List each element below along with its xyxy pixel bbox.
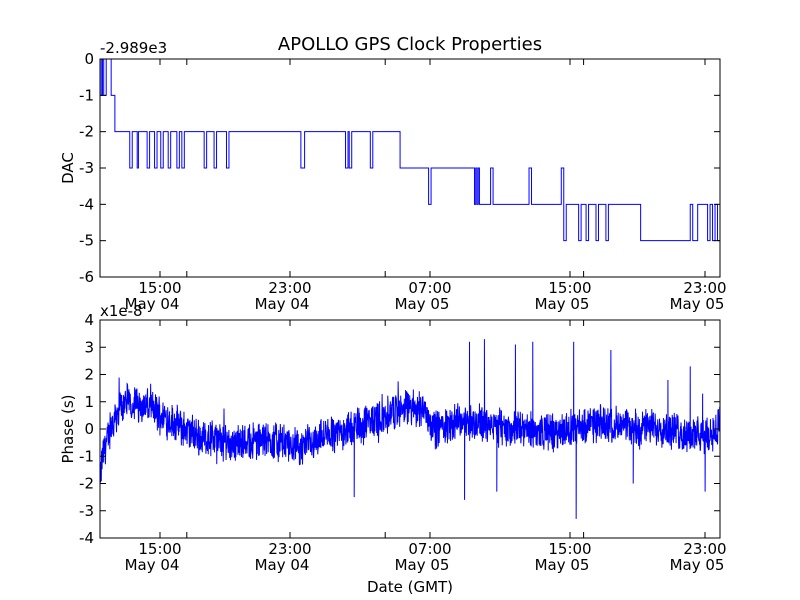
dac-ytick-label: 0: [84, 50, 94, 68]
phase-xtick-date-label: May 04: [255, 556, 310, 574]
dac-ytick-label: -1: [79, 86, 94, 104]
dac-xtick-time-label: 23:00: [268, 279, 311, 297]
dac-xtick-time-label: 15:00: [548, 279, 591, 297]
dac-xtick-date-label: May 05: [395, 295, 450, 313]
phase-xtick-time-label: 07:00: [408, 540, 451, 558]
phase-plot-area: [99, 339, 721, 519]
phase-ytick-label: -1: [79, 447, 94, 465]
phase-ytick-label: 3: [84, 338, 94, 356]
phase-xtick-time-label: 15:00: [138, 540, 181, 558]
phase-ytick-label: -2: [79, 475, 94, 493]
dac-xtick-date-label: May 04: [125, 295, 180, 313]
dac-offset-label: -2.989e3: [100, 39, 167, 57]
phase-ytick-label: 0: [84, 420, 94, 438]
dac-ytick-label: -5: [79, 232, 94, 250]
phase-ytick-label: 2: [84, 366, 94, 384]
chart-title: APOLLO GPS Clock Properties: [278, 34, 542, 55]
dac-xtick-time-label: 15:00: [138, 279, 181, 297]
phase-xtick-date-label: May 05: [395, 556, 450, 574]
phase-xtick-date-label: May 05: [535, 556, 590, 574]
phase-x-axis-label: Date (GMT): [367, 578, 453, 596]
phase-xtick-time-label: 23:00: [683, 540, 726, 558]
dac-y-ticks: 0 -1 -2 -3 -4 -5 -6: [79, 50, 720, 286]
dac-ytick-label: -4: [79, 195, 94, 213]
phase-xtick-time-label: 23:00: [268, 540, 311, 558]
dac-xtick-time-label: 07:00: [408, 279, 451, 297]
phase-ytick-label: -3: [79, 502, 94, 520]
phase-xtick-date-label: May 05: [670, 556, 725, 574]
dac-xtick-time-label: 23:00: [683, 279, 726, 297]
phase-xtick-time-label: 15:00: [548, 540, 591, 558]
dac-ytick-label: -2: [79, 123, 94, 141]
dac-xtick-date-label: May 05: [535, 295, 590, 313]
dac-ytick-label: -6: [79, 268, 94, 286]
phase-ytick-label: -4: [79, 529, 94, 547]
phase-ytick-label: 4: [84, 311, 94, 329]
phase-y-axis-label: Phase (s): [59, 394, 77, 463]
dac-y-axis-label: DAC: [59, 152, 77, 184]
dac-ytick-label: -3: [79, 159, 94, 177]
phase-ytick-label: 1: [84, 393, 94, 411]
phase-offset-label: x1e-8: [100, 302, 143, 320]
dac-plot-area: [100, 58, 720, 242]
dac-xtick-date-label: May 04: [255, 295, 310, 313]
phase-y-ticks: 4 3 2 1 0 -1 -2 -3 -4: [79, 311, 720, 547]
phase-series-line: [99, 339, 721, 519]
phase-xtick-date-label: May 04: [125, 556, 180, 574]
dac-xtick-date-label: May 05: [670, 295, 725, 313]
dac-series-line: [100, 58, 720, 242]
